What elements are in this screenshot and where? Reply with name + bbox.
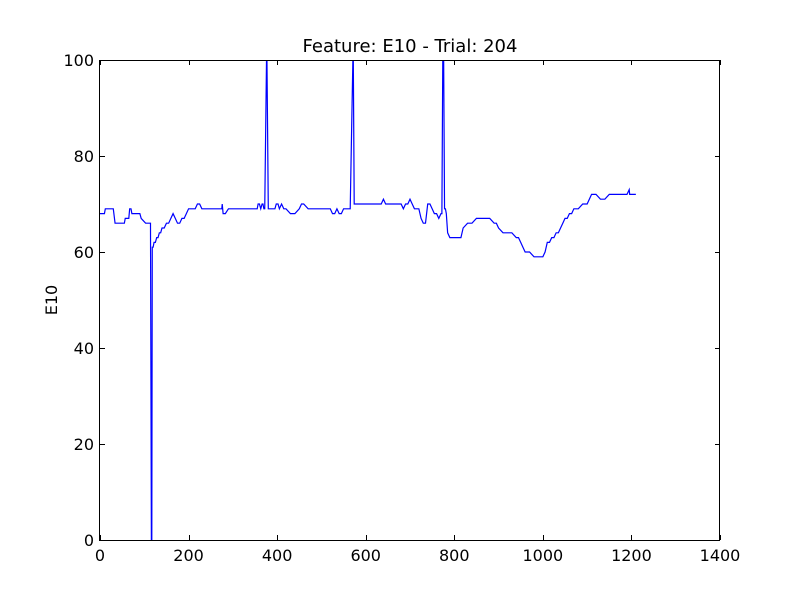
x-tick-label: 400 bbox=[262, 546, 293, 565]
x-tick-label: 0 bbox=[95, 546, 105, 565]
x-tick-label: 600 bbox=[350, 546, 381, 565]
plot-area bbox=[100, 60, 636, 540]
y-tick-label: 20 bbox=[74, 435, 94, 454]
y-tick-label: 0 bbox=[84, 531, 94, 550]
x-tick-label: 1200 bbox=[611, 546, 652, 565]
x-tick-label: 200 bbox=[173, 546, 204, 565]
x-tick-label: 1000 bbox=[522, 546, 563, 565]
y-tick-label: 100 bbox=[63, 51, 94, 70]
y-tick-label: 80 bbox=[74, 147, 94, 166]
x-tick-label: 800 bbox=[439, 546, 470, 565]
axis-ticks: 0 200 400 600 800 1000 1200 1400 0 20 40 60 80 100 bbox=[63, 51, 740, 565]
y-tick-label: 40 bbox=[74, 339, 94, 358]
y-tick-label: 60 bbox=[74, 243, 94, 262]
chart-title: Feature: E10 - Trial: 204 bbox=[303, 36, 518, 57]
x-tick-label: 1400 bbox=[700, 546, 741, 565]
y-axis-label: E10 bbox=[42, 285, 61, 315]
plot-frame bbox=[99, 60, 720, 541]
series-line-0 bbox=[100, 60, 636, 540]
